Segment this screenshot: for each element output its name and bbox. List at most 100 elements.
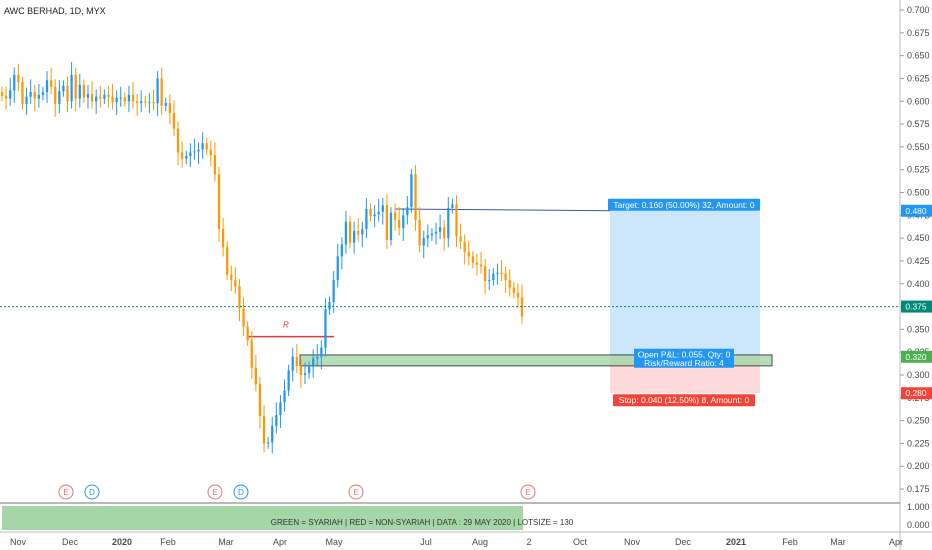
candle-body — [82, 84, 86, 98]
candle-body — [340, 244, 343, 257]
candle-body — [90, 93, 94, 102]
dividend-marker — [84, 484, 100, 500]
price-tick-label: 0.225 — [907, 438, 930, 448]
price-tick-label: 0.625 — [907, 73, 930, 83]
event-marker-label: E — [525, 488, 530, 497]
candle-body — [217, 174, 221, 230]
target-price-tag: 0.480 — [905, 206, 927, 216]
stop-info-bg — [613, 394, 755, 407]
candle-body — [344, 221, 348, 245]
candle-body — [262, 416, 266, 444]
candle-body — [54, 86, 57, 105]
time-tick-label: Aug — [472, 537, 488, 547]
candle-body — [45, 80, 49, 93]
event-marker-label: E — [63, 488, 68, 497]
candle-body — [246, 326, 249, 341]
candle-body — [381, 205, 384, 212]
event-marker-label: E — [353, 488, 358, 497]
candle-body — [95, 96, 98, 102]
candle-body — [279, 402, 282, 416]
time-tick-label: 2021 — [726, 537, 746, 547]
candle-body — [463, 241, 466, 252]
candle-body — [467, 251, 470, 257]
candle-body — [402, 215, 405, 229]
candle-body — [17, 74, 20, 83]
candle-body — [13, 74, 16, 91]
candle-body — [426, 235, 429, 239]
candle-body — [389, 212, 393, 240]
candle-body — [201, 143, 204, 150]
candle-body — [365, 208, 368, 230]
time-tick-label: Nov — [10, 537, 27, 547]
candle-body — [430, 233, 434, 236]
candle-body — [324, 309, 327, 348]
target-info-bg — [608, 198, 760, 211]
target-line — [394, 208, 611, 212]
price-tick-label: 0.350 — [907, 324, 930, 334]
candle-body — [41, 92, 45, 95]
price-tick-label: 0.425 — [907, 256, 930, 266]
chart-overlays: Target: 0.160 (50.00%) 32, Amount: 0 Stop… — [0, 198, 900, 407]
time-tick-label: Mar — [830, 537, 846, 547]
candle-body — [488, 280, 491, 282]
price-axis[interactable]: 0.700 0.675 0.650 0.625 0.600 0.575 0.550 0.525… — [899, 0, 932, 550]
candle-body — [99, 96, 102, 99]
candle-body — [451, 204, 454, 209]
time-axis[interactable]: Nov Dec 2020 Feb Mar Apr May Jul Aug 2 Oct Nov Dec 20… — [0, 531, 932, 547]
candle-body — [438, 227, 442, 232]
chart-title: AWC BERHAD, 1D, MYX — [4, 6, 106, 16]
candle-body — [369, 208, 372, 217]
event-marker-label: D — [238, 488, 244, 497]
candle-body — [66, 85, 69, 102]
time-tick-label: Dec — [62, 537, 79, 547]
candle-body — [78, 84, 81, 99]
price-tick-label: 0.300 — [907, 370, 930, 380]
candle-body — [33, 92, 36, 99]
candle-body — [500, 272, 503, 274]
event-marker-label: E — [212, 488, 217, 497]
price-tick-label: 0.400 — [907, 279, 930, 289]
candle-body — [103, 94, 106, 99]
candle-body — [459, 236, 462, 242]
candle-body — [320, 347, 323, 357]
candle-body — [332, 280, 335, 303]
candle-body — [226, 247, 229, 275]
candle-body — [193, 151, 196, 153]
candle-body — [283, 390, 286, 403]
candle-body — [250, 340, 253, 368]
entry-price-tag: 0.320 — [905, 352, 927, 362]
dividend-marker — [233, 484, 249, 500]
position-zones: R — [248, 208, 773, 394]
candle-body — [25, 96, 28, 105]
candle-body — [254, 367, 257, 385]
candle-body — [295, 356, 298, 366]
candle-body — [148, 102, 151, 104]
candle-body — [348, 221, 352, 243]
stop-price-tag-bg — [901, 387, 932, 400]
candle-body — [414, 174, 417, 220]
resistance-label: R — [283, 321, 289, 330]
candle-body — [418, 219, 421, 246]
candle-body — [140, 101, 143, 104]
candle-body — [58, 91, 61, 105]
candle-body — [164, 103, 167, 106]
candle-body — [373, 214, 376, 217]
candle-body — [385, 205, 389, 240]
candle-body — [410, 174, 413, 208]
candle-body — [455, 204, 458, 237]
candle-body — [29, 92, 32, 97]
stop-info-text: Stop: 0.040 (12.50%) 8, Amount: 0 — [619, 395, 750, 405]
candle-body — [74, 74, 77, 99]
time-tick-label: 2020 — [112, 537, 132, 547]
candle-body — [135, 101, 139, 104]
candle-body — [303, 373, 307, 375]
candle-body — [238, 286, 241, 309]
price-tick-label: 0.650 — [907, 51, 930, 61]
target-info-text: Target: 0.160 (50.00%) 32, Amount: 0 — [613, 200, 755, 210]
candle-body — [205, 143, 208, 150]
candle-body — [21, 82, 24, 105]
earnings-marker — [207, 484, 223, 500]
candle-body — [353, 230, 356, 243]
candle-body — [316, 356, 319, 359]
